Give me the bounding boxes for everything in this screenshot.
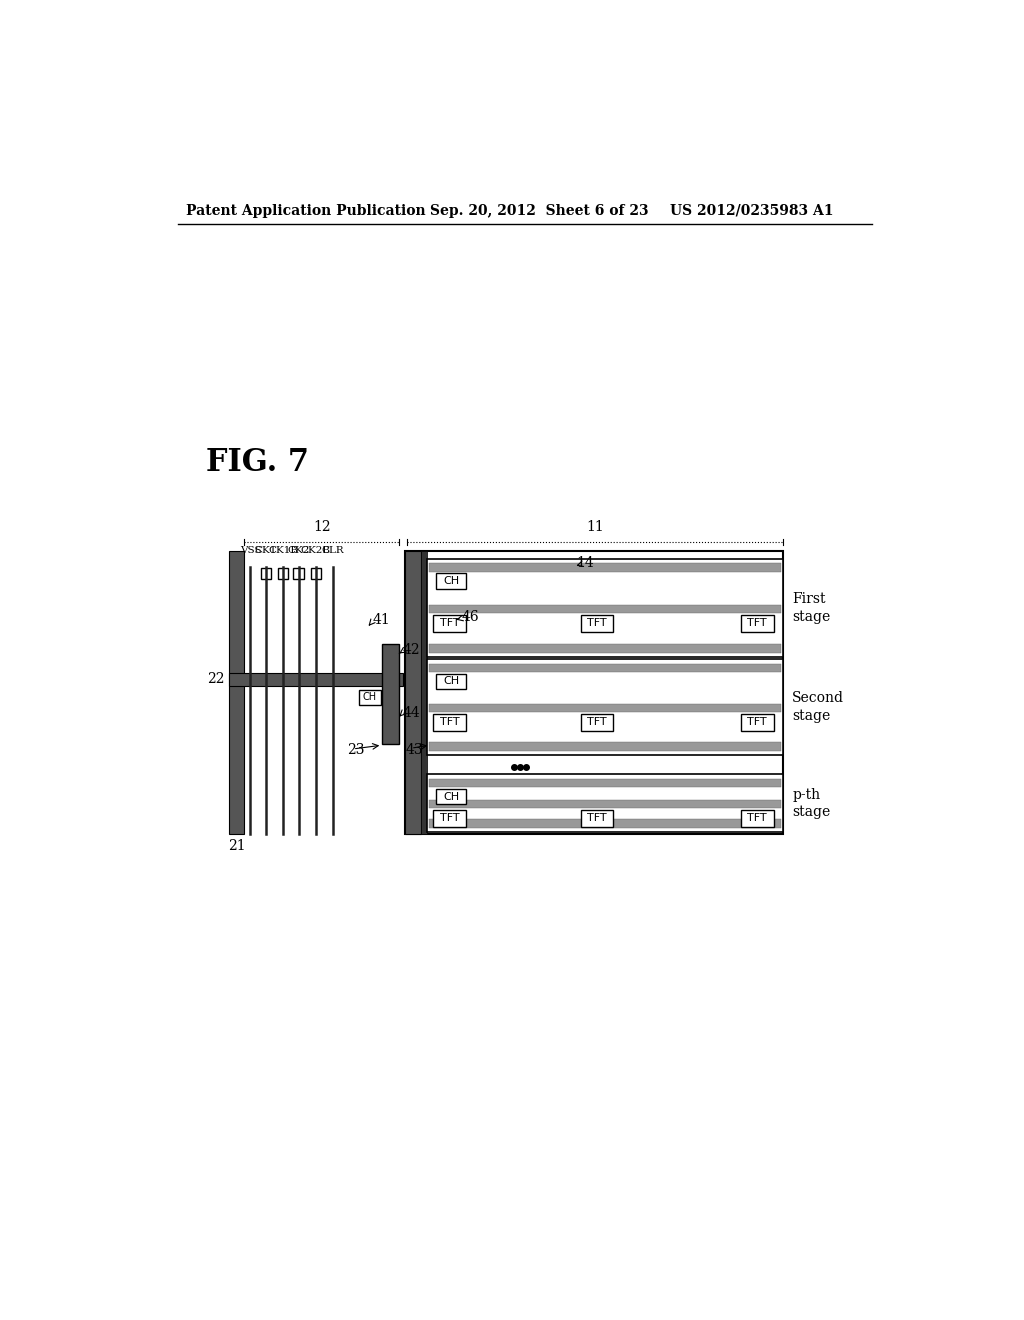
- Text: 42: 42: [402, 643, 420, 656]
- Bar: [429, 605, 781, 614]
- Text: TFT: TFT: [440, 717, 460, 727]
- Bar: [433, 810, 466, 826]
- Text: CH: CH: [443, 576, 459, 586]
- Text: TFT: TFT: [748, 619, 767, 628]
- Bar: [382, 644, 399, 743]
- Bar: [228, 673, 403, 686]
- Text: TFT: TFT: [440, 813, 460, 824]
- Bar: [228, 552, 245, 834]
- Text: CK1: CK1: [255, 546, 278, 554]
- Text: TFT: TFT: [440, 619, 460, 628]
- Bar: [429, 818, 781, 828]
- Text: 43: 43: [406, 743, 423, 756]
- Bar: [741, 810, 773, 826]
- Bar: [436, 573, 466, 589]
- Bar: [427, 775, 783, 832]
- Bar: [741, 714, 773, 730]
- Bar: [310, 568, 321, 579]
- Text: CLR: CLR: [322, 546, 344, 554]
- Text: Sep. 20, 2012  Sheet 6 of 23: Sep. 20, 2012 Sheet 6 of 23: [430, 203, 649, 218]
- Bar: [429, 704, 781, 711]
- Bar: [406, 552, 783, 834]
- Bar: [436, 789, 466, 804]
- Text: 46: 46: [461, 610, 479, 623]
- Text: 41: 41: [373, 614, 390, 627]
- Bar: [429, 742, 781, 751]
- Bar: [741, 615, 773, 632]
- Text: CK1B: CK1B: [268, 546, 298, 554]
- Bar: [433, 714, 466, 730]
- Bar: [429, 779, 781, 788]
- Text: FIG. 7: FIG. 7: [206, 447, 308, 478]
- Text: 21: 21: [227, 840, 246, 853]
- Bar: [433, 615, 466, 632]
- Text: CH: CH: [443, 676, 459, 686]
- Text: TFT: TFT: [748, 813, 767, 824]
- Bar: [261, 568, 271, 579]
- Text: CH: CH: [362, 693, 377, 702]
- Bar: [406, 552, 421, 834]
- Text: 23: 23: [347, 743, 365, 756]
- Text: 14: 14: [577, 556, 594, 570]
- Text: TFT: TFT: [587, 717, 606, 727]
- Bar: [278, 568, 288, 579]
- Text: p-th
stage: p-th stage: [793, 788, 830, 818]
- Text: 22: 22: [208, 672, 225, 686]
- Bar: [581, 615, 613, 632]
- Bar: [436, 673, 466, 689]
- Bar: [429, 564, 781, 572]
- Bar: [427, 659, 783, 755]
- Bar: [581, 810, 613, 826]
- Text: TFT: TFT: [587, 619, 606, 628]
- Text: CK2B: CK2B: [301, 546, 331, 554]
- Text: CH: CH: [443, 792, 459, 801]
- Text: CK2: CK2: [288, 546, 309, 554]
- Bar: [427, 558, 783, 657]
- Text: Patent Application Publication: Patent Application Publication: [186, 203, 426, 218]
- Bar: [581, 714, 613, 730]
- Text: Second
stage: Second stage: [793, 692, 844, 722]
- Text: VSS: VSS: [240, 546, 261, 554]
- Bar: [359, 690, 381, 705]
- Bar: [429, 664, 781, 672]
- Text: 12: 12: [313, 520, 331, 535]
- Bar: [421, 552, 427, 834]
- Text: TFT: TFT: [748, 717, 767, 727]
- Text: First
stage: First stage: [793, 593, 830, 624]
- Bar: [429, 644, 781, 653]
- Text: TFT: TFT: [587, 813, 606, 824]
- Text: US 2012/0235983 A1: US 2012/0235983 A1: [671, 203, 834, 218]
- Bar: [294, 568, 303, 579]
- Bar: [429, 800, 781, 808]
- Text: 44: 44: [402, 706, 420, 719]
- Text: 11: 11: [586, 520, 604, 535]
